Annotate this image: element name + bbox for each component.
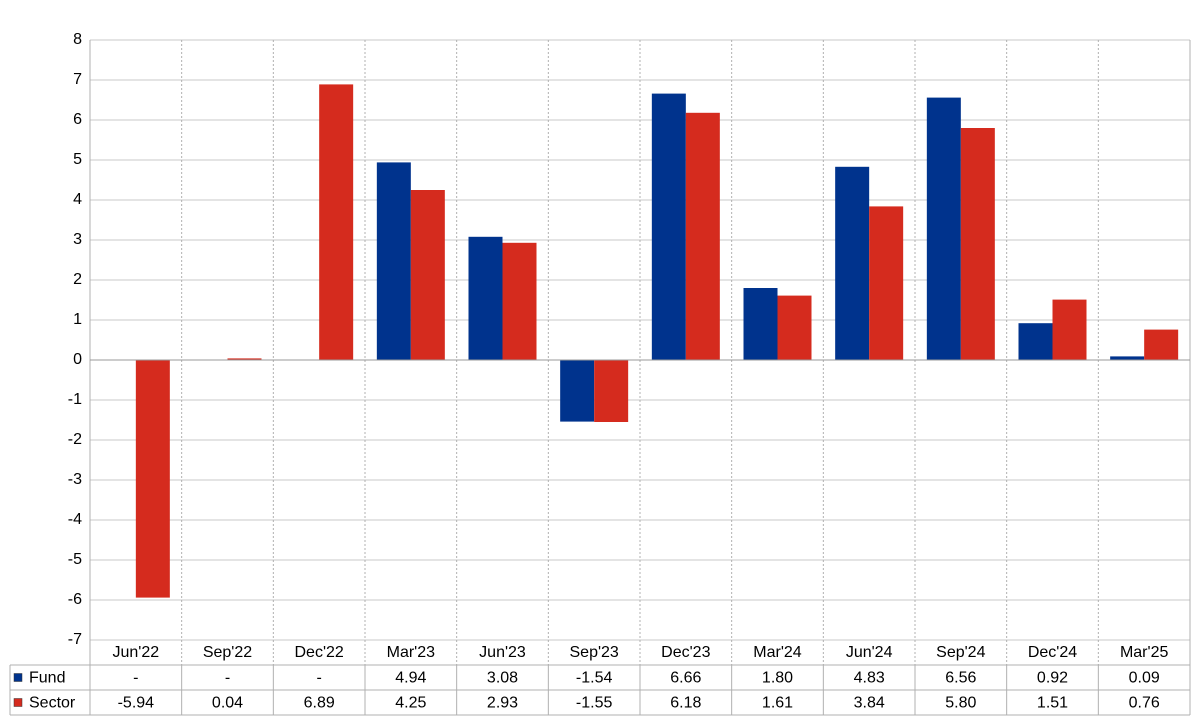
table-value: -1.55 bbox=[576, 695, 613, 712]
y-tick-label: 1 bbox=[73, 311, 82, 328]
y-tick-label: -3 bbox=[68, 471, 82, 488]
table-value: 0.92 bbox=[1037, 670, 1068, 687]
bar bbox=[926, 97, 961, 360]
bar bbox=[376, 162, 411, 360]
table-value: 6.56 bbox=[945, 670, 976, 687]
table-value: 6.18 bbox=[670, 695, 701, 712]
table-value: 5.80 bbox=[945, 695, 976, 712]
table-value: 3.08 bbox=[487, 670, 518, 687]
bar bbox=[594, 360, 629, 422]
y-tick-label: -2 bbox=[68, 431, 82, 448]
x-tick-label: Mar'24 bbox=[753, 644, 802, 661]
y-tick-label: 8 bbox=[73, 31, 82, 48]
table-value: 6.66 bbox=[670, 670, 701, 687]
table-value: - bbox=[225, 670, 230, 687]
table-value: 0.76 bbox=[1129, 695, 1160, 712]
table-value: -5.94 bbox=[118, 695, 155, 712]
x-tick-label: Sep'22 bbox=[203, 644, 252, 661]
table-value: 4.83 bbox=[854, 670, 885, 687]
bar bbox=[1018, 323, 1053, 360]
y-tick-label: -7 bbox=[68, 631, 82, 648]
bar bbox=[960, 128, 995, 360]
bar bbox=[1110, 356, 1145, 360]
table-value: - bbox=[133, 670, 138, 687]
legend-swatch bbox=[13, 698, 23, 707]
y-tick-label: -5 bbox=[68, 551, 82, 568]
x-tick-label: Jun'22 bbox=[113, 644, 160, 661]
x-tick-label: Dec'24 bbox=[1028, 644, 1077, 661]
y-tick-label: 4 bbox=[73, 191, 82, 208]
bar bbox=[410, 190, 445, 360]
table-value: 4.94 bbox=[395, 670, 426, 687]
bar bbox=[777, 295, 812, 360]
x-tick-label: Dec'22 bbox=[295, 644, 344, 661]
x-tick-label: Jun'23 bbox=[479, 644, 526, 661]
bar bbox=[869, 206, 904, 360]
table-value: 4.25 bbox=[395, 695, 426, 712]
x-tick-label: Sep'23 bbox=[570, 644, 619, 661]
bar bbox=[135, 360, 170, 598]
y-tick-label: 5 bbox=[73, 151, 82, 168]
table-value: 0.04 bbox=[212, 695, 243, 712]
x-tick-label: Jun'24 bbox=[846, 644, 893, 661]
table-value: - bbox=[317, 670, 322, 687]
table-value: 1.80 bbox=[762, 670, 793, 687]
legend-swatch bbox=[13, 673, 23, 682]
bar bbox=[835, 166, 870, 360]
y-tick-label: -1 bbox=[68, 391, 82, 408]
bar bbox=[1052, 299, 1087, 360]
table-value: -1.54 bbox=[576, 670, 613, 687]
y-tick-label: 2 bbox=[73, 271, 82, 288]
y-tick-label: -4 bbox=[68, 511, 82, 528]
bar bbox=[560, 360, 595, 422]
y-tick-label: 7 bbox=[73, 71, 82, 88]
x-tick-label: Dec'23 bbox=[661, 644, 710, 661]
bar bbox=[685, 112, 720, 360]
table-value: 0.09 bbox=[1129, 670, 1160, 687]
bar bbox=[743, 288, 778, 360]
table-value: 1.51 bbox=[1037, 695, 1068, 712]
legend-label: Fund bbox=[29, 670, 65, 687]
bar bbox=[1144, 329, 1179, 360]
table-value: 1.61 bbox=[762, 695, 793, 712]
x-tick-label: Sep'24 bbox=[936, 644, 985, 661]
y-tick-label: 3 bbox=[73, 231, 82, 248]
x-tick-label: Mar'23 bbox=[387, 644, 436, 661]
y-tick-label: 6 bbox=[73, 111, 82, 128]
bar bbox=[319, 84, 354, 361]
bar bbox=[502, 242, 537, 360]
bar bbox=[651, 93, 686, 360]
bar bbox=[468, 236, 503, 360]
y-tick-label: -6 bbox=[68, 591, 82, 608]
table-value: 6.89 bbox=[304, 695, 335, 712]
legend-label: Sector bbox=[29, 695, 76, 712]
x-tick-label: Mar'25 bbox=[1120, 644, 1169, 661]
bar bbox=[227, 358, 262, 360]
table-value: 3.84 bbox=[854, 695, 885, 712]
y-tick-label: 0 bbox=[73, 351, 82, 368]
table-value: 2.93 bbox=[487, 695, 518, 712]
